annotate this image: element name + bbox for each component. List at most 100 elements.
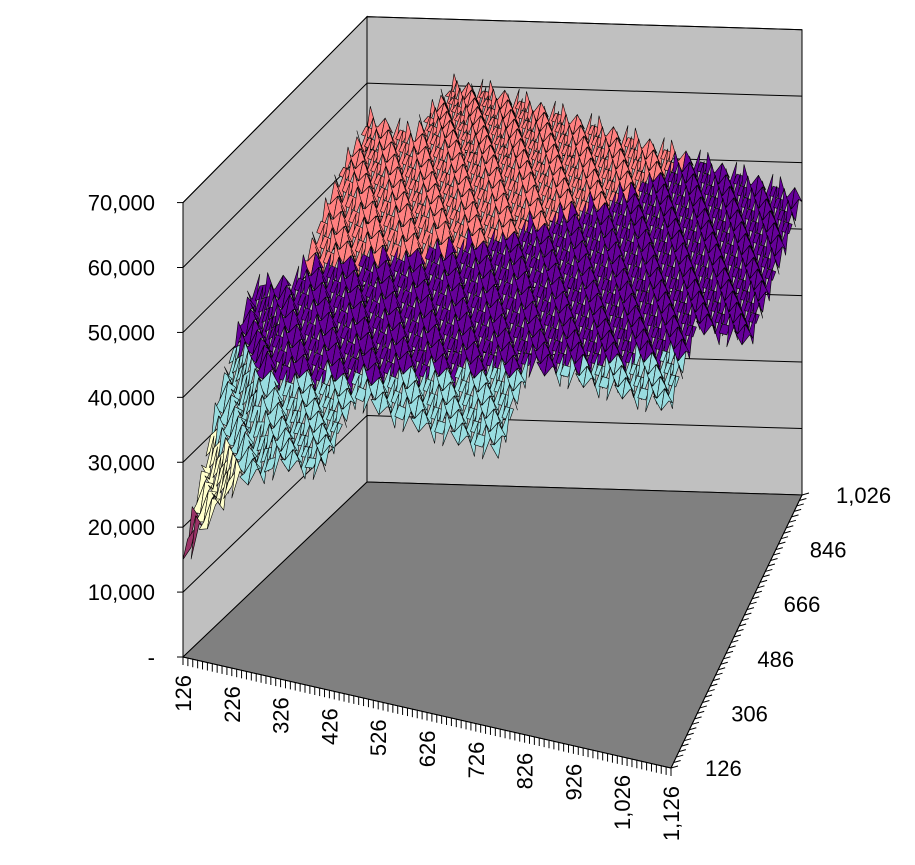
y-minor-tick [712, 678, 721, 682]
y-minor-tick [786, 525, 794, 529]
x-tick-label: 1,026 [610, 775, 635, 830]
x-tick-label: 426 [317, 708, 342, 745]
y-minor-tick [670, 765, 679, 769]
y-minor-tick [754, 590, 762, 594]
surface-facet [247, 458, 261, 486]
x-tick-label: 126 [171, 675, 196, 712]
surface-facet [598, 376, 611, 389]
surface-facet [629, 375, 642, 410]
y-minor-tick [704, 694, 713, 698]
gridline [182, 82, 803, 268]
y-minor-tick [794, 508, 802, 512]
surface-facet [231, 458, 245, 499]
surface-facet [394, 404, 408, 421]
y-minor-tick [718, 667, 726, 671]
y-minor-tick [801, 492, 810, 496]
surface-facet [223, 469, 237, 499]
y-minor-tick [689, 727, 697, 731]
x-tick-label: 226 [220, 686, 245, 723]
y-tick-label: 306 [731, 701, 768, 726]
y-minor-tick [767, 563, 776, 567]
y-minor-tick [799, 497, 807, 501]
y-minor-tick [694, 716, 702, 720]
surface-facet [182, 527, 196, 560]
y-minor-tick [676, 754, 684, 758]
y-minor-tick [770, 558, 778, 562]
surface-facet [296, 445, 310, 480]
surface-facet [272, 444, 286, 481]
y-tick-label: 126 [705, 756, 742, 781]
surface-facet [660, 388, 673, 411]
y-minor-tick [757, 585, 765, 589]
x-tick-label: 826 [513, 753, 538, 790]
x-tick-label: 726 [464, 742, 489, 779]
y-minor-tick [773, 552, 781, 556]
surface-facet [304, 457, 318, 469]
y-minor-tick [733, 634, 742, 638]
surface-facet [263, 456, 278, 473]
y-minor-tick [699, 705, 707, 709]
y-minor-tick [788, 519, 797, 523]
y-minor-tick [678, 749, 686, 753]
surface-facet [325, 421, 339, 455]
y-minor-tick [707, 689, 715, 693]
gridline [182, 16, 803, 203]
y-minor-tick [728, 645, 736, 649]
y-minor-tick [796, 503, 804, 507]
surface-facet [378, 391, 392, 416]
y-minor-tick [746, 607, 755, 611]
x-tick-label: 626 [415, 731, 440, 768]
surface-facet [418, 409, 432, 433]
y-minor-tick [749, 601, 757, 605]
z-tick-label: - [148, 645, 155, 670]
surface-facet [761, 268, 773, 302]
y-minor-tick [738, 623, 747, 627]
y-tick-label: 666 [784, 592, 821, 617]
surface-facet [637, 387, 650, 401]
y-tick-label: 846 [810, 538, 847, 563]
surface-facet [466, 421, 479, 457]
y-minor-tick [765, 568, 773, 572]
surface-facet [362, 378, 376, 414]
z-tick-label: 60,000 [88, 256, 155, 281]
y-minor-tick [759, 579, 768, 583]
surface-facet [312, 446, 326, 481]
surface-facet [551, 352, 565, 387]
surface-facet [718, 323, 731, 336]
gridline [182, 415, 803, 593]
surface-facet [528, 343, 541, 378]
surface-facet [354, 386, 368, 402]
surface-facet [559, 364, 572, 378]
surface-facet [711, 311, 723, 346]
surface-facet [645, 377, 658, 413]
surface-facet [497, 407, 511, 443]
surface-facet [741, 323, 754, 346]
y-minor-tick [715, 672, 723, 676]
y-minor-tick [783, 530, 791, 534]
surface-facet [567, 355, 580, 390]
z-tick-label: 30,000 [88, 450, 155, 475]
y-minor-tick [780, 536, 789, 540]
surface-facet [681, 324, 694, 360]
y-minor-tick [744, 612, 752, 616]
surface-facet [744, 311, 757, 345]
surface-facet [590, 364, 603, 399]
y-minor-tick [681, 743, 689, 747]
y-minor-tick [752, 596, 760, 600]
surface-facet [777, 221, 790, 256]
y-minor-tick [731, 639, 739, 643]
y-minor-tick [720, 661, 728, 665]
y-tick-label: 486 [757, 647, 794, 672]
y-minor-tick [725, 650, 734, 654]
surface-facet [386, 393, 400, 429]
surface-facet [190, 515, 205, 560]
y-minor-tick [697, 710, 705, 714]
surface-facet [664, 374, 677, 410]
y-minor-tick [691, 721, 700, 725]
y-minor-tick [791, 514, 799, 518]
surface-facet [516, 353, 530, 389]
z-tick-label: 20,000 [88, 515, 155, 540]
surface-facet [207, 498, 221, 530]
surface-facet [288, 449, 302, 472]
surface-plot [182, 73, 803, 560]
